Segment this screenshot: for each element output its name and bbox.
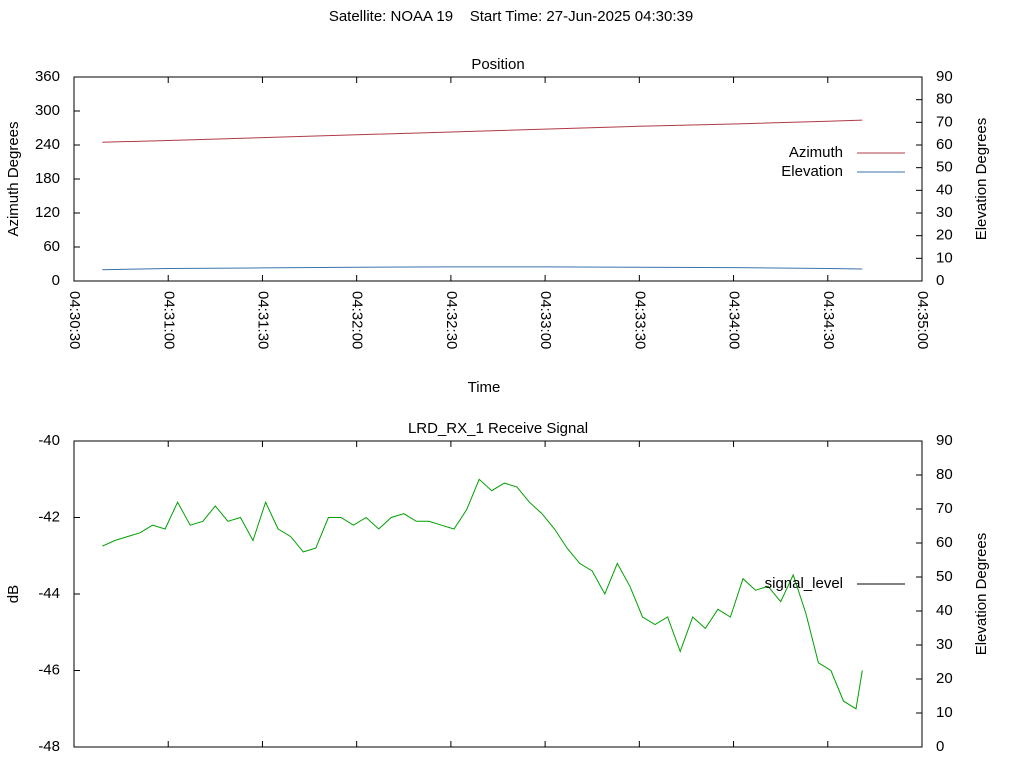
y2-tick-label: 60 [936, 534, 953, 551]
y2-tick-label: 30 [936, 636, 953, 653]
y-tick-label: 120 [35, 204, 60, 221]
y-axis-label: Azimuth Degrees [5, 121, 22, 236]
y2-tick-label: 80 [936, 91, 953, 108]
plot-title: Position [471, 56, 524, 73]
y-tick-label: 0 [52, 272, 60, 289]
page-title: Satellite: NOAA 19 Start Time: 27-Jun-20… [329, 8, 693, 25]
y2-tick-label: 30 [936, 204, 953, 221]
x-tick-label: 04:32:00 [349, 291, 366, 349]
y-axis-label: dB [5, 585, 22, 603]
y2-axis-label: Elevation Degrees [973, 533, 990, 656]
y2-tick-label: 70 [936, 500, 953, 517]
y-tick-label: 300 [35, 102, 60, 119]
x-tick-label: 04:32:30 [443, 291, 460, 349]
y-tick-label: 180 [35, 170, 60, 187]
y2-tick-label: 20 [936, 227, 953, 244]
plot-frame [73, 440, 923, 748]
y2-tick-label: 10 [936, 704, 953, 721]
y-tick-label: -40 [38, 432, 60, 449]
y2-tick-label: 20 [936, 670, 953, 687]
y2-tick-label: 70 [936, 113, 953, 130]
legend-label: Azimuth [789, 144, 843, 161]
y2-tick-label: 80 [936, 466, 953, 483]
y-tick-label: 240 [35, 136, 60, 153]
x-tick-label: 04:33:00 [537, 291, 554, 349]
y2-tick-label: 60 [936, 136, 953, 153]
y2-tick-label: 0 [936, 272, 944, 289]
x-tick-label: 04:31:30 [254, 291, 271, 349]
x-tick-label: 04:35:00 [914, 291, 931, 349]
y2-tick-label: 50 [936, 159, 953, 176]
y-tick-label: -48 [38, 738, 60, 755]
y-tick-label: -42 [38, 508, 60, 525]
y2-tick-label: 40 [936, 602, 953, 619]
y2-axis-label: Elevation Degrees [973, 118, 990, 241]
x-axis-label: Time [468, 379, 501, 396]
x-tick-label: 04:31:00 [160, 291, 177, 349]
plot-title: LRD_RX_1 Receive Signal [408, 420, 588, 437]
legend-label: Elevation [781, 163, 843, 180]
y-tick-label: 360 [35, 68, 60, 85]
y2-tick-label: 0 [936, 738, 944, 755]
y-tick-label: 60 [43, 238, 60, 255]
y-tick-label: -44 [38, 585, 60, 602]
x-tick-label: 04:34:00 [726, 291, 743, 349]
y2-tick-label: 50 [936, 568, 953, 585]
y2-tick-label: 10 [936, 249, 953, 266]
y2-tick-label: 90 [936, 68, 953, 85]
legend-label: signal_level [765, 575, 843, 592]
y2-tick-label: 90 [936, 432, 953, 449]
series-line [102, 119, 863, 143]
y-tick-label: -46 [38, 661, 60, 678]
x-tick-label: 04:30:30 [66, 291, 83, 349]
x-tick-label: 04:34:30 [820, 291, 837, 349]
plot-frame [73, 76, 923, 282]
series-line [102, 266, 863, 271]
series-line [102, 478, 863, 710]
x-tick-label: 04:33:30 [631, 291, 648, 349]
y2-tick-label: 40 [936, 181, 953, 198]
